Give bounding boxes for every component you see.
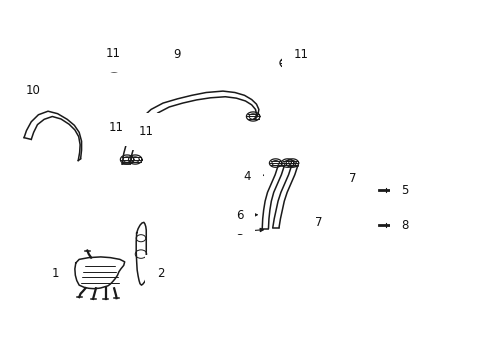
Text: 11: 11	[139, 125, 153, 138]
Text: 11: 11	[105, 47, 120, 60]
Text: 5: 5	[401, 184, 408, 197]
Text: 10: 10	[25, 84, 40, 96]
Text: 2: 2	[157, 267, 164, 280]
Text: 7: 7	[348, 172, 355, 185]
Text: 11: 11	[293, 48, 308, 61]
Text: 4: 4	[307, 211, 315, 224]
Text: 7: 7	[314, 216, 322, 229]
Text: 11: 11	[108, 121, 123, 134]
Text: 8: 8	[401, 219, 408, 231]
Text: 6: 6	[236, 209, 243, 222]
Text: 3: 3	[236, 225, 243, 238]
Text: 9: 9	[173, 48, 181, 61]
Text: 4: 4	[243, 170, 251, 183]
Text: 1: 1	[51, 267, 59, 280]
